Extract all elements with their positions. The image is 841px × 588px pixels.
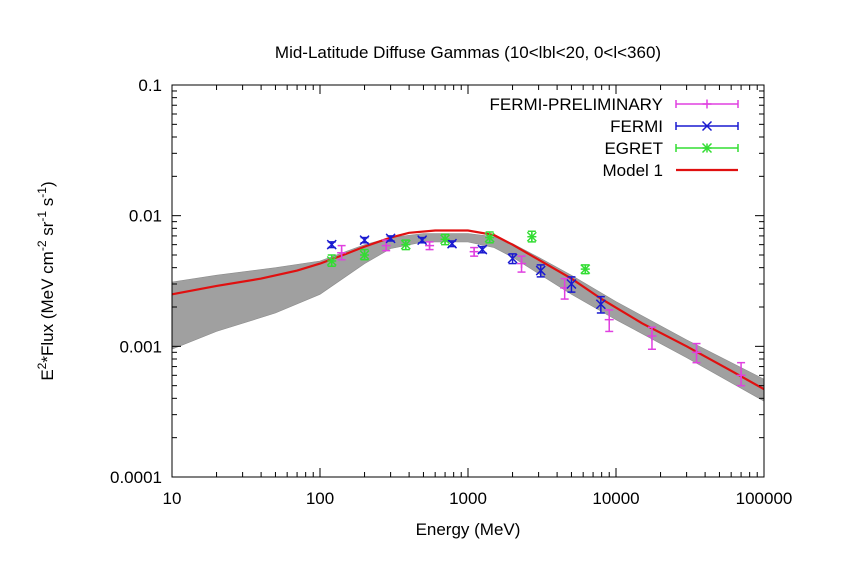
y-label-sup-1: 2 <box>35 362 49 369</box>
point-marker <box>647 331 657 341</box>
series-egret <box>326 230 591 275</box>
data-point-fermi <box>507 253 518 265</box>
point-marker <box>736 370 746 380</box>
model-1-line <box>171 229 765 391</box>
data-point-fermi <box>417 235 428 246</box>
point-marker <box>326 239 337 250</box>
data-point-fermi <box>446 238 458 249</box>
legend-key-fermi <box>675 120 739 132</box>
data-points-layer <box>326 230 746 387</box>
y-tick-label: 0.1 <box>138 76 162 95</box>
point-marker <box>580 264 591 275</box>
point-marker <box>692 347 702 357</box>
point-marker <box>359 249 370 261</box>
point-marker <box>484 232 495 243</box>
point-marker <box>469 247 479 257</box>
model-envelope <box>171 233 765 402</box>
legend-label-fermi: FERMI <box>610 117 663 136</box>
data-point-fermi-preliminary <box>517 255 527 273</box>
data-point-fermi <box>326 239 337 250</box>
legend-label-egret: EGRET <box>604 139 663 158</box>
data-point-egret <box>326 254 337 268</box>
y-label-sup-2: -2 <box>35 240 49 251</box>
y-label-mid-2: sr <box>38 221 57 240</box>
data-point-egret <box>484 231 495 244</box>
data-point-egret <box>526 230 537 243</box>
point-marker <box>400 239 411 250</box>
model-line-layer <box>171 229 765 391</box>
data-point-egret <box>400 239 411 251</box>
point-marker <box>417 235 428 246</box>
point-marker <box>385 233 396 244</box>
legend-marker <box>701 142 713 154</box>
y-tick-label: 0.0001 <box>110 468 162 487</box>
point-marker <box>595 299 606 310</box>
legend-marker <box>702 99 712 109</box>
x-tick-label: 10000 <box>592 489 639 508</box>
data-point-fermi <box>359 235 370 246</box>
point-marker <box>446 238 458 249</box>
data-point-fermi <box>566 276 577 293</box>
data-point-fermi-preliminary <box>425 241 435 251</box>
legend-key-egret <box>675 142 739 154</box>
legend: FERMI-PRELIMINARY FERMI EGRET Model 1 <box>490 95 739 180</box>
data-point-fermi <box>535 264 546 278</box>
data-point-egret <box>359 248 370 261</box>
point-marker <box>326 255 337 267</box>
point-marker <box>604 315 614 325</box>
y-label-mid-3: s <box>38 198 57 211</box>
point-marker <box>526 231 537 242</box>
data-point-fermi <box>595 295 606 314</box>
x-tick-label: 1000 <box>449 489 487 508</box>
data-point-fermi-preliminary <box>736 361 746 387</box>
point-marker <box>359 235 370 246</box>
y-label-mid: *Flux (MeV cm <box>38 251 57 362</box>
data-point-fermi-preliminary <box>560 277 570 300</box>
data-point-fermi-preliminary <box>692 342 702 364</box>
point-marker <box>477 244 488 255</box>
data-point-egret <box>580 264 591 275</box>
legend-label-fermi-preliminary: FERMI-PRELIMINARY <box>490 95 664 114</box>
data-point-fermi-preliminary <box>469 246 479 257</box>
x-tick-label: 100000 <box>736 489 793 508</box>
legend-key-fermi-preliminary <box>675 99 739 109</box>
chart-title: Mid-Latitude Diffuse Gammas (10<lbl<20, … <box>275 43 661 62</box>
data-point-fermi-preliminary <box>604 309 614 333</box>
point-marker <box>566 278 577 290</box>
data-point-fermi-preliminary <box>647 326 657 350</box>
point-marker <box>440 234 451 245</box>
legend-label-model-1: Model 1 <box>603 161 663 180</box>
series-fermi-preliminary <box>337 239 746 387</box>
data-point-fermi <box>477 244 488 255</box>
point-marker <box>337 248 347 258</box>
y-label-end: ) <box>38 181 57 187</box>
legend-marker <box>701 120 713 132</box>
y-label-base: E <box>38 369 57 380</box>
point-marker <box>535 265 546 276</box>
point-marker <box>517 259 527 269</box>
y-tick-label: 0.001 <box>119 337 162 356</box>
y-label-sup-4: -1 <box>35 187 49 198</box>
axis-ticks: 10 100 1000 10000 100000 0.0001 0.001 0.01 0.1 <box>110 76 792 508</box>
x-tick-label: 100 <box>306 489 334 508</box>
y-tick-label: 0.01 <box>129 207 162 226</box>
y-label-sup-3: -1 <box>35 211 49 222</box>
legend-keys <box>675 99 739 172</box>
data-point-fermi-preliminary <box>337 244 347 261</box>
y-axis-label: E2*Flux (MeV cm-2 sr-1 s-1) <box>35 181 57 380</box>
series-fermi <box>326 233 606 314</box>
x-axis-label: Energy (MeV) <box>416 520 521 539</box>
data-point-egret <box>440 233 451 246</box>
data-point-fermi <box>385 233 396 244</box>
x-tick-label: 10 <box>163 489 182 508</box>
point-marker <box>507 253 518 264</box>
point-marker <box>425 241 435 251</box>
model-band <box>171 233 765 402</box>
